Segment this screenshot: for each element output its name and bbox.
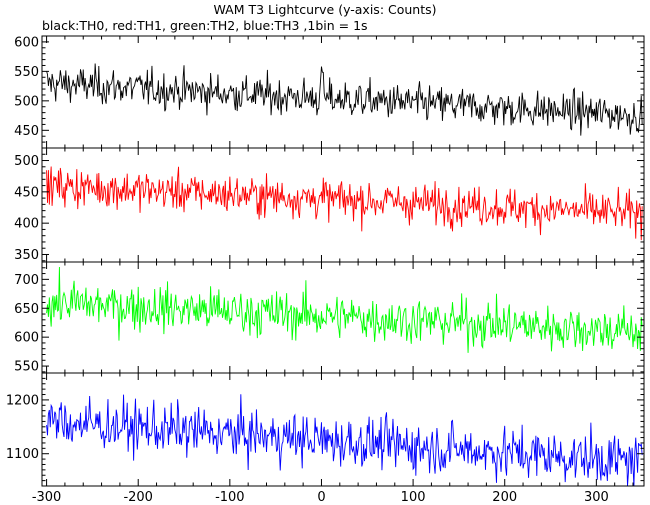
y-tick-label: 1100 [6,447,39,462]
panel-frame [41,372,645,487]
y-tick-label: 500 [14,94,39,109]
y-tick-label: 700 [14,273,39,288]
y-tick-label: 550 [14,65,39,80]
chart-subtitle: black:TH0, red:TH1, green:TH2, blue:TH3 … [42,18,368,33]
y-tick-label: 450 [14,124,39,139]
chart-title: WAM T3 Lightcurve (y-axis: Counts) [213,2,437,17]
x-tick-label: -200 [123,490,153,505]
y-tick-label: 400 [14,217,39,232]
y-tick-label: 600 [14,331,39,346]
x-tick-label: 0 [317,490,325,505]
y-tick-label: 1200 [6,393,39,408]
x-axis: -300 -200 -100 0 100 200 300 [32,490,609,505]
series-line-th1 [46,166,643,241]
y-tick-label: 600 [14,35,39,50]
panel-th0: 450 500 550 600 [14,35,645,149]
y-tick-label: 350 [14,248,39,263]
x-tick-label: 100 [401,490,426,505]
series-line-th3 [46,394,643,486]
x-tick-label: -100 [215,490,245,505]
y-tick-label: 550 [14,360,39,375]
y-tick-label: 650 [14,302,39,317]
series-line-th2 [46,266,643,353]
y-tick-label: 500 [14,154,39,169]
panel-th3: 1100 1200 [6,372,645,487]
panels-layer: 450 500 550 600 350 400 450 500 550 600 650 700 1100… [6,35,645,487]
x-tick-label: 200 [492,490,517,505]
series-line-th0 [46,63,643,136]
x-tick-label: 300 [584,490,609,505]
x-tick-label: -300 [32,490,62,505]
panel-th2: 550 600 650 700 [14,261,645,375]
panel-th1: 350 400 450 500 [14,147,645,263]
y-tick-label: 450 [14,185,39,200]
